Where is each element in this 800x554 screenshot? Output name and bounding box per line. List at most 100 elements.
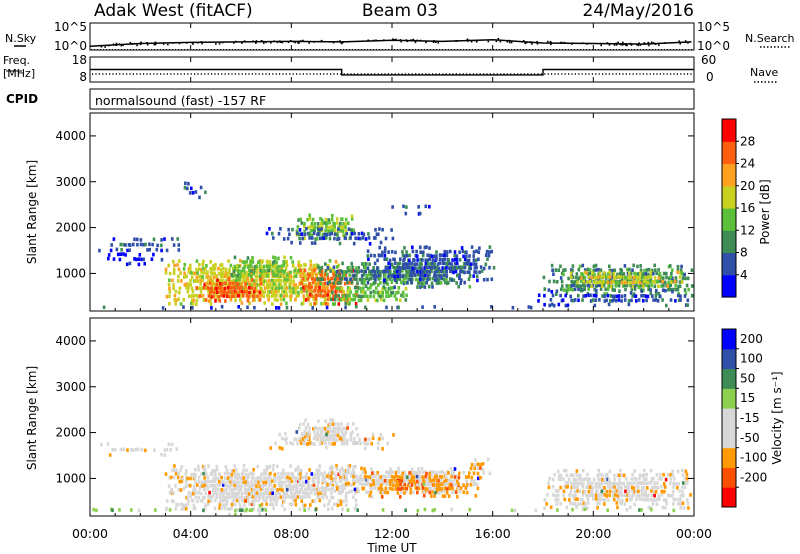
nsky-sample — [201, 42, 203, 45]
velocity-cell — [326, 430, 330, 434]
velocity-cell — [408, 471, 411, 475]
power-cell — [344, 273, 348, 277]
velocity-cell — [476, 486, 480, 491]
power-cell — [435, 281, 439, 285]
velocity-cell — [627, 494, 631, 498]
power-cell — [611, 299, 614, 303]
power-cell — [348, 265, 351, 270]
power-cell — [419, 270, 422, 274]
power-colorbar-tick-label: 8 — [740, 246, 748, 260]
power-cell — [336, 277, 339, 281]
power-cell — [308, 273, 311, 278]
velocity-cell — [399, 487, 402, 491]
power-cell — [577, 298, 580, 303]
power-cell — [249, 260, 252, 264]
power-cell — [275, 283, 278, 287]
velocity-cell — [384, 486, 388, 491]
velocity-cell — [474, 494, 478, 498]
velocity-cell — [291, 475, 294, 480]
power-cell — [316, 281, 320, 286]
velocity-cell — [206, 475, 210, 480]
velocity-cell — [240, 506, 244, 511]
power-cell — [384, 286, 387, 291]
velocity-cell — [180, 465, 184, 469]
power-cell — [325, 272, 329, 277]
velocity-cell — [250, 487, 254, 492]
power-cell — [297, 260, 301, 264]
power-cell — [292, 275, 295, 279]
velocity-cell — [418, 482, 422, 487]
power-cell — [225, 291, 229, 295]
freq-panel: Freq. [MHz] 18 8 60 0 Nave — [3, 53, 778, 84]
power-cell — [363, 294, 367, 298]
velocity-cell — [225, 502, 228, 507]
velocity-cell — [264, 476, 268, 481]
power-cell — [192, 271, 195, 276]
nsky-sample — [297, 41, 299, 44]
power-cell — [202, 271, 206, 275]
velocity-cell — [252, 507, 255, 511]
power-cell — [267, 294, 271, 299]
power-cell — [638, 281, 642, 285]
power-cell — [322, 275, 325, 280]
velocity-cell — [307, 432, 310, 436]
power-cell — [303, 221, 306, 226]
power-cell — [178, 259, 181, 263]
nsky-sample — [638, 42, 640, 44]
velocity-cell — [236, 476, 239, 480]
velocity-cell — [218, 472, 221, 476]
power-cell — [441, 266, 444, 270]
power-cell — [282, 260, 285, 264]
velocity-cell — [298, 426, 301, 431]
power-cell — [199, 290, 203, 294]
velocity-cell — [286, 475, 289, 480]
power-cell — [263, 273, 266, 277]
power-cell — [137, 257, 141, 261]
power-cell — [301, 272, 304, 276]
power-cell — [329, 289, 333, 293]
power-cell — [646, 283, 649, 288]
velocity-cell — [391, 487, 394, 491]
velocity-cell — [425, 471, 428, 476]
power-cell — [421, 270, 424, 274]
power-cell — [253, 269, 257, 273]
power-cell — [360, 274, 364, 278]
velocity-cell — [285, 491, 289, 496]
power-cell — [194, 190, 198, 194]
power-cell — [237, 294, 241, 298]
power-cell — [256, 289, 260, 294]
velocity-cell — [165, 447, 169, 452]
power-cell — [321, 277, 324, 282]
power-cell — [611, 294, 615, 299]
power-cell — [245, 286, 248, 291]
velocity-cell — [679, 502, 683, 506]
power-cell — [168, 301, 171, 306]
velocity-cell — [182, 506, 185, 511]
velocity-cell — [336, 503, 340, 508]
power-cell — [148, 247, 151, 252]
velocity-cell — [243, 487, 247, 492]
power-cell — [680, 271, 683, 275]
power-cell — [311, 217, 315, 222]
power-cell — [655, 271, 658, 276]
velocity-cell — [614, 493, 617, 497]
velocity-cell — [681, 473, 685, 477]
power-cell — [308, 292, 312, 297]
power-cell — [383, 249, 387, 254]
velocity-cell — [294, 480, 297, 484]
power-cell — [271, 231, 274, 236]
power-cell — [401, 274, 405, 279]
power-cell — [368, 262, 371, 266]
velocity-cell — [234, 487, 238, 491]
velocity-cell — [122, 447, 125, 452]
velocity-cell — [554, 489, 558, 493]
velocity-cell — [339, 502, 343, 506]
velocity-cell — [299, 472, 302, 476]
velocity-cell — [285, 441, 288, 445]
xtick-label: 08:00 — [273, 526, 309, 541]
velocity-cell — [186, 495, 190, 499]
velocity-cell — [621, 493, 624, 498]
power-cell — [241, 289, 244, 294]
power-cell — [592, 264, 596, 269]
power-cell — [331, 290, 334, 295]
